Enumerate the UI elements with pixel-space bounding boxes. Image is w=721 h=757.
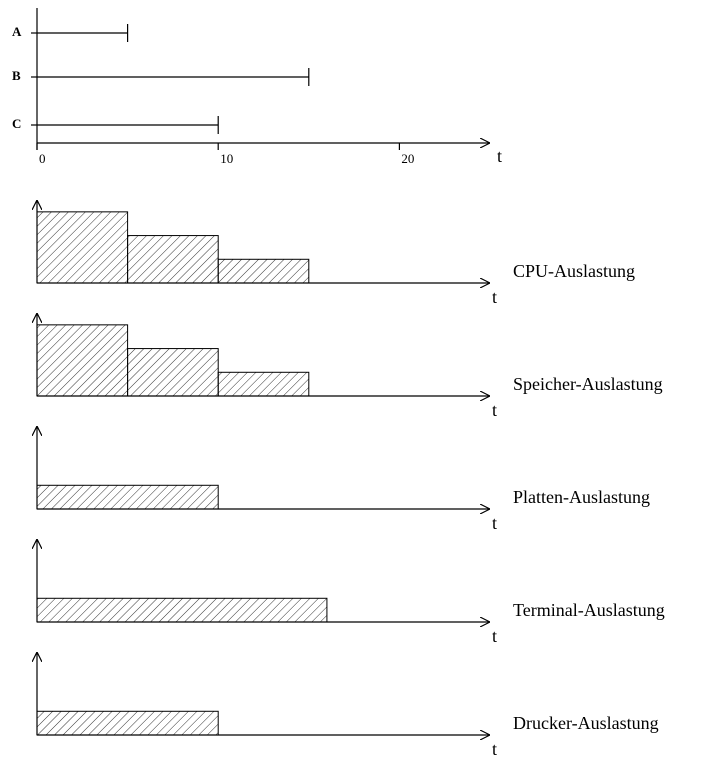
axis-label: t (492, 513, 497, 533)
usage-bar (36, 710, 219, 736)
panel-title: Drucker-Auslastung (513, 713, 659, 733)
axis-label: t (492, 287, 497, 307)
job-label: A (12, 24, 22, 39)
usage-bar (127, 348, 219, 397)
axis-label: t (492, 739, 497, 757)
usage-bar (217, 371, 310, 397)
usage-bar (36, 597, 328, 623)
panel-title: Speicher-Auslastung (513, 374, 663, 394)
axis-label: t (492, 626, 497, 646)
usage-bar (36, 324, 129, 397)
x-tick-label: 0 (39, 151, 46, 166)
usage-bar (217, 258, 310, 284)
usage-bar (36, 484, 219, 510)
panel-title: Platten-Auslastung (513, 487, 650, 507)
panel-title: CPU-Auslastung (513, 261, 635, 281)
job-label: B (12, 68, 21, 83)
usage-bar (36, 211, 129, 284)
job-label: C (12, 116, 21, 131)
axis-label: t (497, 146, 502, 166)
x-tick-label: 10 (220, 151, 233, 166)
panel-title: Terminal-Auslastung (513, 600, 665, 620)
axis-label: t (492, 400, 497, 420)
x-tick-label: 20 (401, 151, 414, 166)
usage-bar (127, 235, 219, 284)
